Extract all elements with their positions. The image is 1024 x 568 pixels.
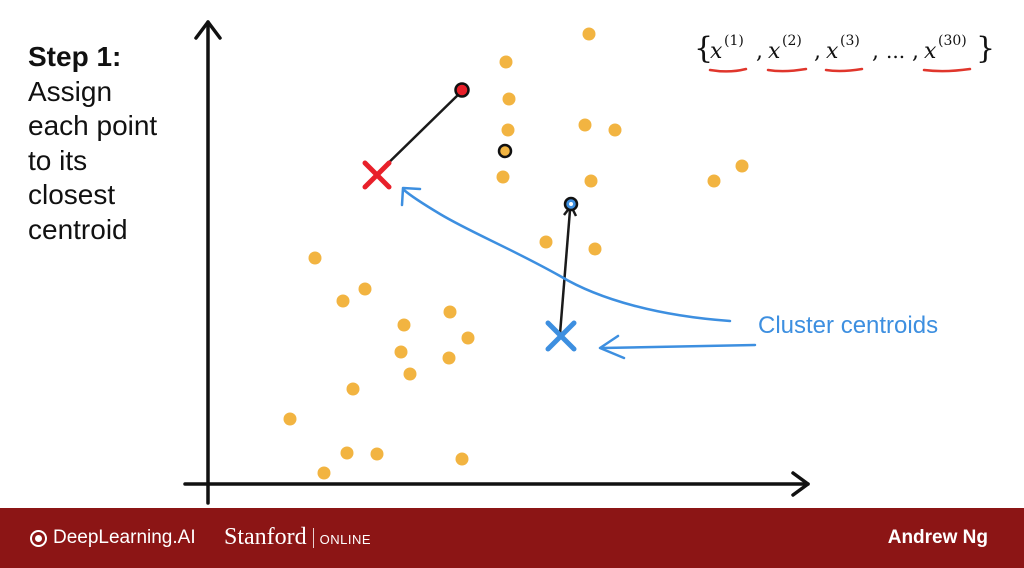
- data-point: [496, 170, 510, 184]
- data-point: [608, 123, 622, 137]
- footer-bar: DeepLearning.AI Stanford ONLINE Andrew N…: [0, 508, 1024, 568]
- step-line: to its: [28, 144, 88, 176]
- data-point: [336, 294, 350, 308]
- comma: ,: [814, 39, 821, 64]
- brace-open: {: [694, 31, 713, 66]
- cluster-centroids-label: Cluster centroids: [758, 312, 938, 339]
- data-point: [499, 55, 513, 69]
- assigned-point-red: [454, 82, 470, 98]
- brace-close: }: [976, 31, 995, 66]
- comma: ,: [872, 39, 879, 64]
- data-point: [317, 466, 331, 480]
- x-index: (2): [782, 33, 802, 49]
- author-name: Andrew Ng: [887, 527, 988, 548]
- step-line: Assign: [28, 75, 113, 107]
- data-point: [539, 235, 553, 249]
- y-axis-arrowhead: [194, 20, 222, 40]
- blue-x-centroid-icon: [545, 320, 577, 352]
- data-point: [501, 123, 515, 137]
- ellipsis: ...: [886, 39, 905, 63]
- data-point: [461, 331, 475, 345]
- assignment-line-red: [376, 91, 462, 175]
- data-point: [588, 242, 602, 256]
- annotation-arrow-to-red: [402, 188, 732, 323]
- comma: ,: [912, 39, 919, 64]
- deeplearning-ai-logo-icon: [30, 529, 47, 547]
- data-point: [370, 447, 384, 461]
- underlines: [708, 67, 972, 73]
- stanford-divider: [312, 527, 314, 548]
- step-title: Step 1:: [28, 41, 122, 72]
- data-point: [502, 92, 516, 106]
- step-line: closest: [28, 179, 116, 210]
- data-point: [397, 318, 411, 332]
- step-line: centroid: [28, 213, 128, 245]
- assigned-point-blue-center: [569, 202, 573, 206]
- annotation-arrow-to-red-head: [400, 186, 422, 207]
- data-point: [358, 282, 372, 296]
- data-point: [443, 305, 457, 319]
- x-index: (30): [938, 33, 967, 49]
- data-point: [394, 345, 408, 359]
- x-symbol: x: [924, 39, 937, 64]
- data-point: [584, 174, 598, 188]
- red-x-centroid-icon: [362, 160, 392, 190]
- x-symbol: x: [826, 39, 839, 64]
- slide: Step 1: Assign each point to its closest…: [28, 20, 995, 505]
- data-point: [735, 159, 749, 173]
- annotation-arrow-to-blue: [600, 343, 757, 350]
- dataset-notation: { x (1) , x (2) , x (3) , ... , x (30) }: [694, 31, 995, 66]
- deeplearning-ai-text: DeepLearning.AI: [53, 527, 196, 548]
- data-point: [403, 367, 417, 381]
- comma: ,: [756, 39, 763, 64]
- stanford-online-text: ONLINE: [319, 532, 372, 547]
- deeplearning-ai-logo: DeepLearning.AI: [30, 527, 196, 549]
- x-symbol: x: [710, 39, 723, 64]
- stanford-name: Stanford: [224, 524, 307, 550]
- data-point: [340, 446, 354, 460]
- data-point: [578, 118, 592, 132]
- axes: [183, 20, 810, 505]
- data-point: [582, 27, 596, 41]
- highlighted-point: [497, 143, 513, 159]
- data-points: [283, 27, 749, 480]
- assignment-line-blue: [558, 209, 572, 335]
- x-index: (1): [724, 33, 744, 49]
- x-symbol: x: [768, 39, 781, 64]
- step-text: Step 1: Assign each point to its closest…: [28, 40, 157, 247]
- data-point: [308, 251, 322, 265]
- data-point: [455, 452, 469, 466]
- x-index: (3): [840, 33, 860, 49]
- data-point: [283, 412, 297, 426]
- data-point: [707, 174, 721, 188]
- annotation-arrow-to-blue-head: [598, 334, 626, 360]
- x-axis-arrowhead: [791, 471, 810, 497]
- data-point: [346, 382, 360, 396]
- stanford-online-logo: Stanford ONLINE: [224, 524, 371, 551]
- scatter-plot: Cluster centroids { x (1) , x (2) , x (3…: [183, 20, 995, 505]
- step-line: each point: [28, 110, 158, 141]
- data-point: [442, 351, 456, 365]
- annotation-arrows: [400, 186, 757, 360]
